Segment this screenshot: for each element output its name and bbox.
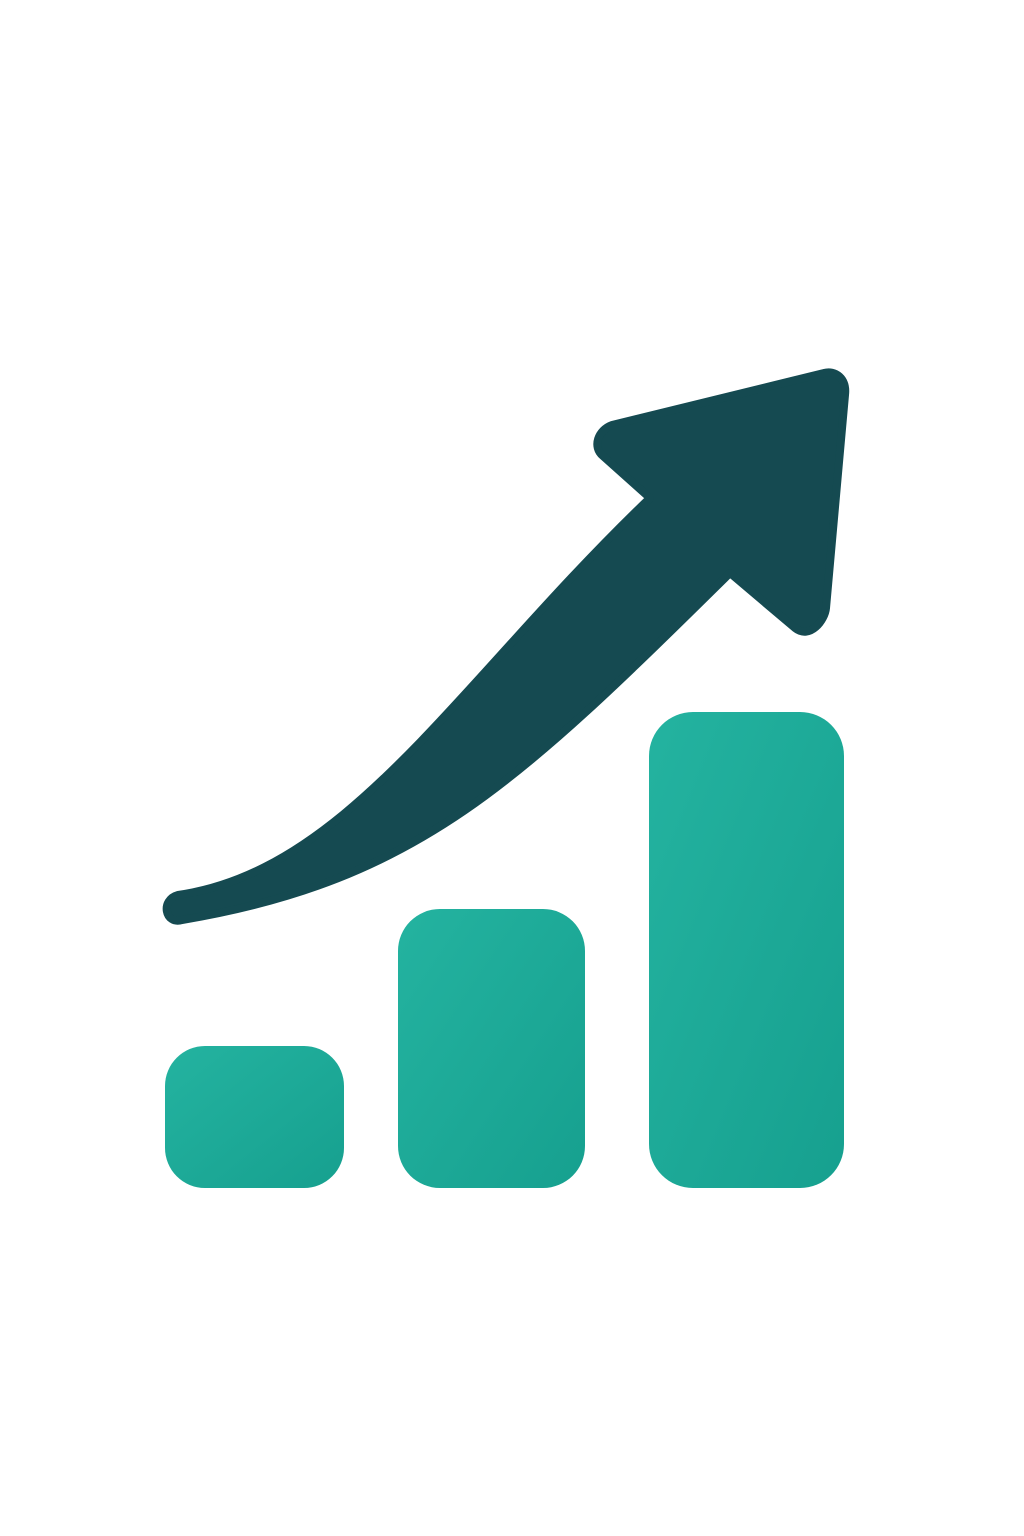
small-bar [165,1046,344,1188]
trend-up-arrow-icon [162,368,850,925]
tall-bar [649,712,844,1188]
medium-bar [398,909,585,1188]
